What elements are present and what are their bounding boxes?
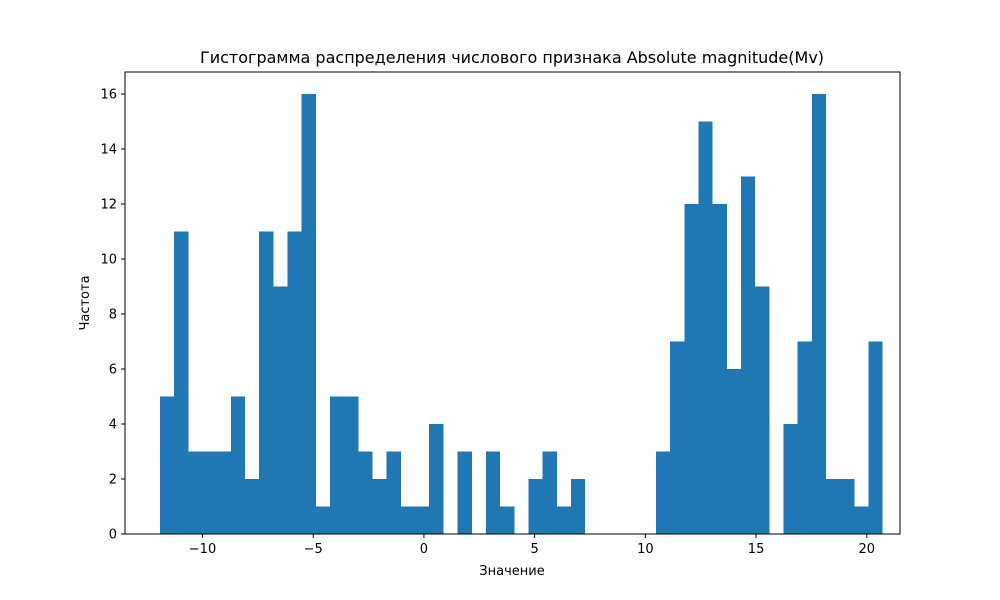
histogram-bar	[712, 204, 727, 534]
x-axis-label: Значение	[479, 564, 544, 579]
histogram-bar	[811, 94, 827, 534]
y-tick-label: 0	[109, 528, 117, 543]
histogram-bar	[698, 121, 713, 534]
x-tick-label: −10	[189, 542, 216, 557]
histogram-bar	[670, 341, 685, 534]
histogram-bar	[726, 369, 742, 534]
histogram-bar	[273, 286, 288, 534]
histogram-bar	[854, 506, 869, 534]
histogram-bar	[528, 479, 543, 534]
histogram-bar	[245, 479, 260, 534]
x-tick-label: 10	[637, 542, 654, 557]
histogram-bar	[372, 479, 387, 534]
histogram-bar	[344, 396, 359, 534]
histogram-bar	[500, 506, 515, 534]
x-axis-ticks: −10 −5 0 5 10 15 20	[189, 534, 875, 557]
histogram-bar	[301, 94, 316, 534]
histogram-bar	[188, 451, 203, 534]
histogram-bar	[415, 506, 430, 534]
histogram-bar	[230, 396, 246, 534]
histogram-bar	[330, 396, 345, 534]
histogram-bar	[400, 506, 416, 534]
histogram-bar	[797, 341, 812, 534]
histogram-bar	[556, 506, 571, 534]
histogram-bar	[159, 396, 175, 534]
x-tick-label: 15	[748, 542, 765, 557]
y-tick-label: 6	[109, 363, 117, 378]
bars-group	[159, 94, 883, 534]
histogram-bar	[174, 231, 189, 534]
y-tick-label: 2	[109, 473, 117, 488]
x-tick-label: 20	[859, 542, 876, 557]
y-tick-label: 12	[100, 198, 117, 213]
histogram-bar	[287, 231, 302, 534]
histogram-bar	[570, 479, 586, 534]
plot-frame	[124, 71, 901, 535]
chart-title: Гистограмма распределения числового приз…	[200, 48, 824, 67]
histogram-bar	[684, 204, 699, 534]
histogram-bar	[826, 479, 841, 534]
histogram-bar	[868, 341, 883, 534]
histogram-bar	[755, 286, 770, 534]
y-axis-ticks: 0 2 4 6 8 10 12 14 16	[100, 88, 125, 543]
histogram-bar	[485, 451, 501, 534]
histogram-bar	[429, 424, 444, 534]
histogram-bar	[741, 176, 756, 534]
histogram-bar	[202, 451, 217, 534]
histogram-bar	[542, 451, 557, 534]
histogram-bar	[315, 506, 331, 534]
histogram-bar	[216, 451, 231, 534]
y-tick-label: 10	[100, 253, 117, 268]
x-tick-label: 5	[531, 542, 539, 557]
y-tick-label: 16	[100, 88, 117, 103]
histogram-bar	[783, 424, 798, 534]
histogram-bar	[386, 451, 401, 534]
y-tick-label: 8	[109, 308, 117, 323]
y-tick-label: 14	[100, 143, 117, 158]
y-axis-label: Частота	[78, 275, 93, 330]
x-tick-label: 0	[420, 542, 428, 557]
y-tick-label: 4	[109, 418, 117, 433]
histogram-bar	[840, 479, 855, 534]
histogram-bar	[457, 451, 472, 534]
x-tick-label: −5	[304, 542, 323, 557]
histogram-bar	[358, 451, 373, 534]
histogram-bar	[655, 451, 671, 534]
histogram-bar	[259, 231, 274, 534]
